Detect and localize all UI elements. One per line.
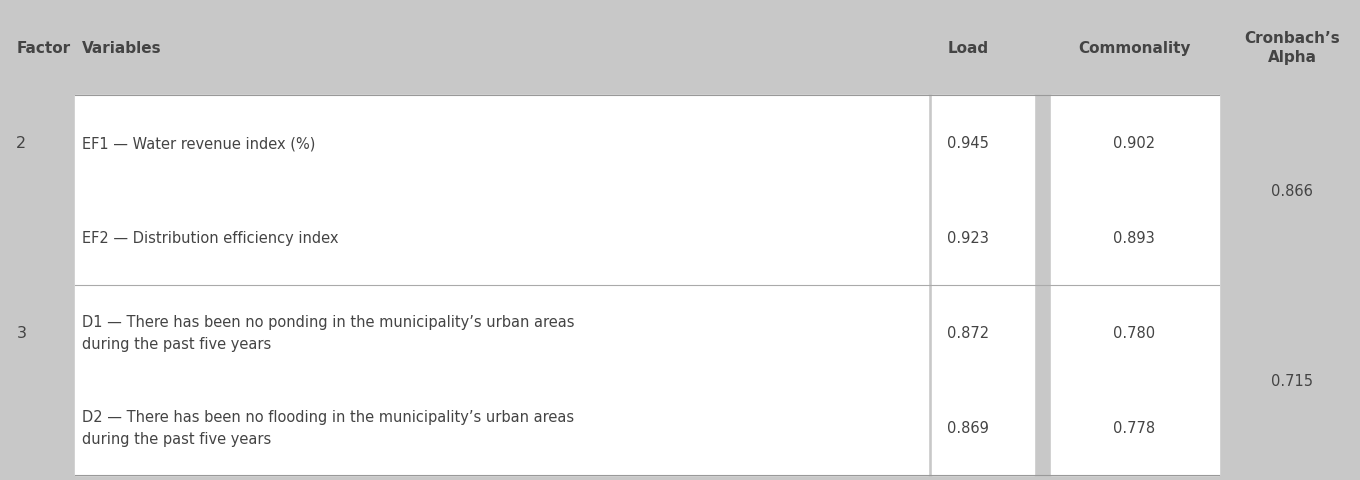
Text: 0.872: 0.872: [948, 325, 989, 340]
Text: 3: 3: [16, 325, 26, 340]
Bar: [1051, 96, 1219, 191]
Bar: [932, 96, 1034, 191]
Text: EF2 — Distribution efficiency index: EF2 — Distribution efficiency index: [82, 231, 339, 246]
Text: Load: Load: [948, 40, 989, 56]
Bar: [932, 286, 1034, 380]
Text: 0.869: 0.869: [948, 420, 989, 435]
Text: 2: 2: [16, 136, 26, 151]
Bar: [75, 286, 928, 380]
Bar: [75, 96, 928, 191]
Text: Variables: Variables: [82, 40, 162, 56]
Bar: [75, 380, 928, 475]
Text: 0.893: 0.893: [1114, 231, 1155, 246]
Text: 0.778: 0.778: [1114, 420, 1155, 435]
Bar: [1051, 191, 1219, 286]
Bar: [1051, 286, 1219, 380]
Text: D2 — There has been no flooding in the municipality’s urban areas
during the pas: D2 — There has been no flooding in the m…: [82, 409, 574, 446]
Text: Factor: Factor: [16, 40, 71, 56]
Bar: [1051, 380, 1219, 475]
Text: Cronbach’s
Alpha: Cronbach’s Alpha: [1244, 31, 1340, 65]
Text: 0.923: 0.923: [948, 231, 989, 246]
Text: D1 — There has been no ponding in the municipality’s urban areas
during the past: D1 — There has been no ponding in the mu…: [82, 314, 574, 351]
Text: 0.902: 0.902: [1114, 136, 1155, 151]
Text: EF1 — Water revenue index (%): EF1 — Water revenue index (%): [82, 136, 316, 151]
Bar: [932, 191, 1034, 286]
Bar: [932, 380, 1034, 475]
Text: 0.715: 0.715: [1272, 373, 1312, 388]
Text: 0.866: 0.866: [1272, 183, 1312, 198]
Text: 0.945: 0.945: [948, 136, 989, 151]
Text: Commonality: Commonality: [1078, 40, 1190, 56]
Text: 0.780: 0.780: [1114, 325, 1155, 340]
Bar: [75, 191, 928, 286]
